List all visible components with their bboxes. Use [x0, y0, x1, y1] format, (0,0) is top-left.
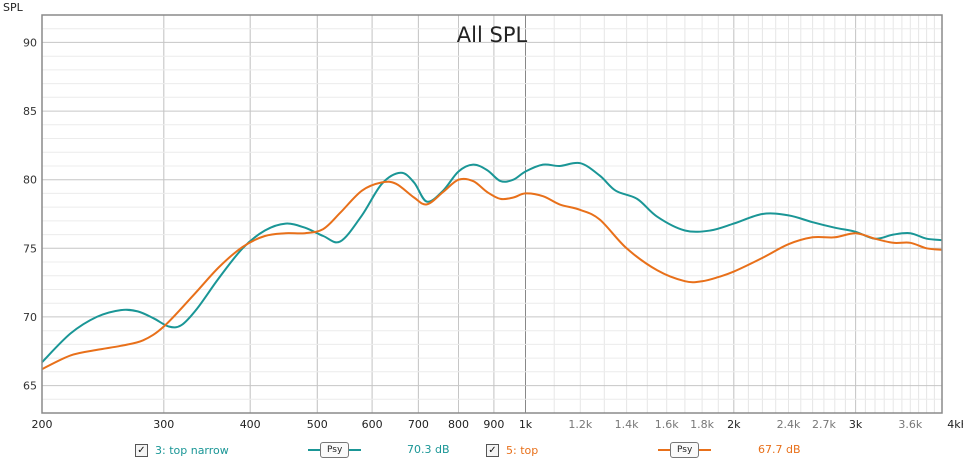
x-tick-label: 900: [483, 418, 504, 431]
y-axis-ticks: 65 70 75 80 85 90: [23, 36, 37, 392]
x-tick-label: 300: [153, 418, 174, 431]
x-tick-label: 2.7k: [812, 418, 836, 431]
x-tick-label: 800: [448, 418, 469, 431]
x-tick-label: 3.6k: [898, 418, 922, 431]
line-swatch: [349, 449, 362, 451]
y-tick-label: 65: [23, 380, 37, 393]
legend-label: 3: top narrow: [155, 443, 229, 457]
legend-item-top[interactable]: ✓ 5: top: [486, 440, 538, 460]
y-tick-label: 90: [23, 36, 37, 49]
plot-frame: [41, 14, 943, 414]
x-tick-label: 2.4k: [777, 418, 801, 431]
legend-value: 70.3 dB: [407, 443, 450, 456]
y-tick-label: 80: [23, 174, 37, 187]
psy-toggle-top[interactable]: Psy: [658, 440, 712, 460]
x-tick-label: 1k: [519, 418, 533, 431]
spl-chart: 65 70 75 80 85 90 200 300 400 500 600 700 800 900 1k 1…: [3, 1, 963, 431]
psy-button[interactable]: Psy: [320, 442, 350, 458]
legend-label: 5: top: [506, 443, 539, 457]
legend-item-top-narrow[interactable]: ✓ 3: top narrow: [135, 440, 229, 460]
x-tick-label: 200: [32, 418, 53, 431]
psy-button[interactable]: Psy: [670, 442, 700, 458]
x-tick-label: 600: [362, 418, 383, 431]
x-tick-label: 700: [408, 418, 429, 431]
series-line-1: [41, 161, 943, 363]
y-tick-label: 75: [23, 242, 37, 255]
y-tick-label: 85: [23, 105, 37, 118]
x-tick-label: 500: [307, 418, 328, 431]
x-tick-label: 400: [240, 418, 261, 431]
x-axis-ticks: 200 300 400 500 600 700 800 900 1k 1.2k 1.4k 1.6k 1.…: [32, 418, 963, 431]
x-tick-label: 1.6k: [655, 418, 679, 431]
chart-title: All SPL: [457, 23, 528, 47]
checkbox[interactable]: ✓: [135, 443, 148, 457]
x-tick-label: 1.4k: [615, 418, 639, 431]
x-tick-label: 4kHz: [947, 418, 963, 431]
x-tick-label: 1.2k: [568, 418, 592, 431]
psy-toggle-top-narrow[interactable]: Psy: [308, 440, 362, 460]
y-tick-label: 70: [23, 311, 37, 324]
x-tick-label: 2k: [727, 418, 741, 431]
series-line-2: [41, 177, 943, 371]
legend-value: 67.7 dB: [758, 443, 801, 456]
line-swatch: [308, 449, 320, 451]
x-tick-label: 1.8k: [690, 418, 714, 431]
plot-background: [42, 15, 942, 413]
line-swatch: [699, 449, 712, 451]
line-swatch: [658, 449, 670, 451]
x-tick-label: 3k: [849, 418, 863, 431]
series-lines: [41, 161, 943, 371]
checkbox[interactable]: ✓: [486, 443, 499, 457]
y-axis-title: SPL: [3, 1, 24, 14]
